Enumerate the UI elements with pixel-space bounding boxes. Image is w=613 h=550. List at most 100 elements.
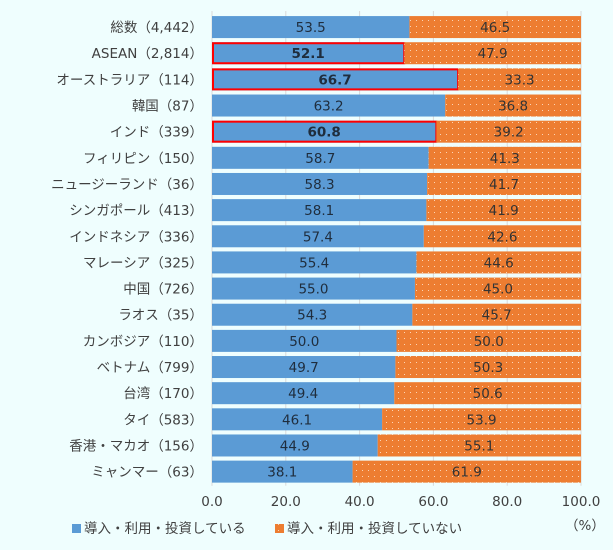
bar-series-2 [412,303,581,326]
data-label: 54.3 [297,308,327,324]
data-label: 50.0 [289,334,319,350]
data-label: 39.2 [494,125,524,141]
bar-series-1 [212,303,413,326]
data-label: 45.0 [483,282,513,298]
bar-series-2 [414,277,581,300]
data-label: 46.5 [480,20,510,36]
bar-series-2 [427,172,581,195]
data-label: 63.2 [314,99,344,115]
bar-series-2 [416,251,581,274]
bar-series-1 [212,277,415,300]
category-label: 韓国（87） [132,99,203,115]
bar-series-1 [212,329,397,352]
category-label: マレーシア（325） [83,255,203,271]
bar-series-2 [426,199,581,222]
bar-series-2 [423,225,581,248]
category-label: ラオス（35） [118,308,203,324]
bar-series-1 [212,172,428,195]
x-tick-label: 0.0 [201,494,222,510]
data-label: 55.0 [298,282,328,298]
bar-series-2 [445,94,581,117]
bar-series-1 [212,460,353,483]
data-label: 41.9 [489,203,519,219]
legend-label-series-2: 導入・利用・投資していない [287,521,462,537]
category-label: ASEAN（2,814） [92,46,203,62]
bar-series-1 [212,68,459,91]
data-label: 42.6 [487,229,517,245]
category-label: タイ（583） [123,412,203,428]
data-label: 60.8 [308,125,341,141]
bar-series-1 [212,146,429,169]
category-label: 総数（4,442） [110,20,203,36]
bar-series-2 [377,434,581,457]
category-label: 香港・マカオ（156） [69,438,203,454]
category-label: フィリピン（150） [83,151,203,167]
category-label: カンボジア（110） [83,334,203,350]
data-label: 49.7 [289,360,319,376]
category-label: 中国（726） [123,282,203,298]
bar-series-2 [352,460,581,483]
category-label: ミャンマー（63） [91,465,203,481]
x-axis-unit: （%） [565,518,605,534]
x-tick-label: 100.0 [562,494,601,510]
bar-series-1 [212,199,427,222]
x-tick-label: 80.0 [492,494,522,510]
data-label: 36.8 [498,99,528,115]
bar-series-2 [394,382,581,405]
category-label: オーストラリア（114） [56,72,203,88]
data-label: 49.4 [288,386,318,402]
bar-series-1 [212,382,395,405]
data-label: 57.4 [303,229,333,245]
data-label: 66.7 [318,72,351,88]
bar-series-2 [409,16,581,39]
data-label: 52.1 [291,46,324,62]
bar-series-2 [404,42,581,65]
bar-series-2 [458,68,581,91]
data-label: 53.9 [467,412,497,428]
bar-series-1 [212,94,446,117]
data-label: 44.6 [484,255,514,271]
data-label: 58.1 [304,203,334,219]
data-label: 53.5 [296,20,326,36]
data-label: 50.3 [473,360,503,376]
data-label: 33.3 [505,72,535,88]
bar-series-1 [212,408,383,431]
data-label: 61.9 [452,465,482,481]
x-tick-label: 20.0 [271,494,301,510]
category-label: ベトナム（799） [97,360,203,376]
bar-series-1 [212,356,396,379]
legend-swatch-series-2 [275,524,284,533]
data-label: 41.7 [489,177,519,193]
bar-series-2 [436,120,581,143]
data-label: 46.1 [282,412,312,428]
data-label: 55.1 [464,438,494,454]
category-label: 台湾（170） [123,385,203,402]
bar-series-2 [428,146,581,169]
data-label: 41.3 [490,151,520,167]
x-tick-label: 60.0 [418,494,448,510]
category-label: インドネシア（336） [69,229,203,245]
bar-series-2 [382,408,581,431]
legend-label-series-1: 導入・利用・投資している [84,521,246,537]
bar-series-1 [212,16,410,39]
bar-series-1 [212,434,378,457]
data-label: 47.9 [478,46,508,62]
bar-series-1 [212,120,437,143]
bar-series-1 [212,42,405,65]
legend-swatch-series-1 [72,524,81,533]
x-tick-label: 40.0 [345,494,375,510]
data-label: 58.7 [305,151,335,167]
bar-series-2 [396,329,581,352]
data-label: 44.9 [280,438,310,454]
bar-series-1 [212,225,424,248]
data-label: 58.3 [305,177,335,193]
data-label: 55.4 [299,255,329,271]
data-label: 50.6 [473,386,503,402]
category-label: シンガポール（413） [69,203,203,219]
data-label: 38.1 [267,465,297,481]
data-label: 50.0 [474,334,504,350]
bar-series-2 [395,356,581,379]
data-label: 45.7 [482,308,512,324]
